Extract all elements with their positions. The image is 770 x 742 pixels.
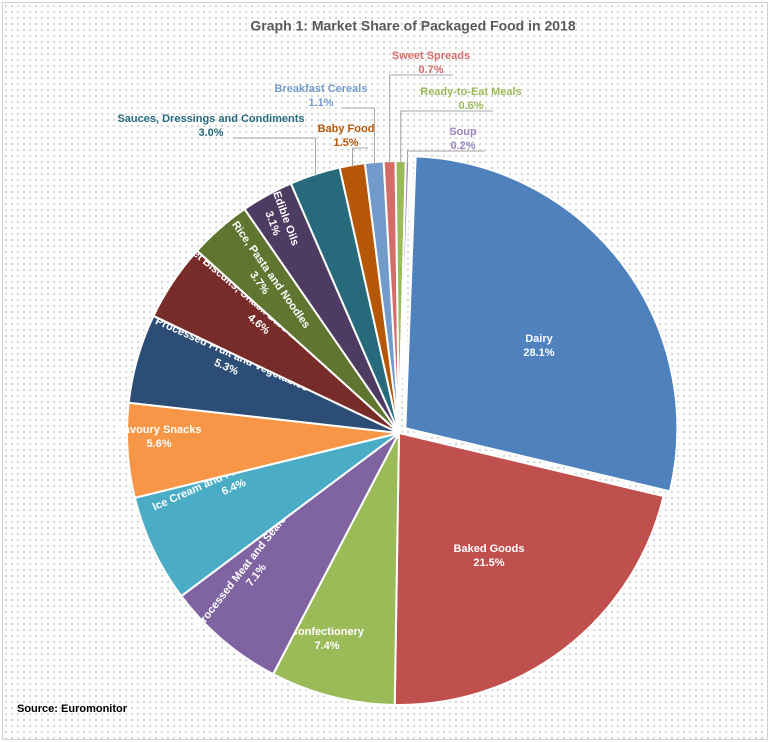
slice-label-name: Sweet Spreads [392,50,470,62]
chart: Graph 1: Market Share of Packaged Food i… [17,18,679,715]
slice-label-name: Savoury Snacks [117,424,202,436]
slice-label-name: Baby Food [318,123,375,135]
slice-label-name: Ready-to-Eat Meals [420,86,521,98]
slice-label-value: 0.2% [450,140,475,152]
slice-label-value: 21.5% [473,557,504,569]
slice-label-name: Soup [449,126,477,138]
slice-label: Baby Food 1.5% [318,123,375,149]
slice-label: Baked Goods 21.5% [454,543,525,569]
slice-label: Breakfast Cereals 1.1% [275,83,368,109]
pie-slice [179,432,400,676]
slice-label-value: 3.0% [198,127,223,139]
slice-label-name: Breakfast Cereals [275,83,368,95]
pie-slice [393,431,665,706]
slice-label-name: Sauces, Dressings and Condiments [117,113,304,125]
slice-label-value: 28.1% [523,347,554,359]
leader-line [343,107,375,165]
slice-label-value: 1.5% [333,137,358,149]
leader-line [389,74,453,164]
source-note: Source: Euromonitor [17,703,128,715]
slice-label-value: 0.7% [418,64,443,76]
slice-label-name: Baked Goods [454,543,525,555]
slice-label-value: 5.6% [146,438,171,450]
slice-label-value: 0.6% [458,100,483,112]
leader-line [400,110,493,164]
slice-label-name: Dairy [525,333,553,345]
slice-label-value: 7.4% [314,640,339,652]
slice-label: Confectionery 7.4% [290,626,365,652]
slice-label: Dairy 28.1% [523,333,554,359]
leader-line [406,150,485,164]
slice-label: Savoury Snacks 5.6% [117,424,202,450]
leader-line [233,137,316,177]
slice-label: Ready-to-Eat Meals 0.6% [420,86,521,112]
slice-label: Sauces, Dressings and Condiments 3.0% [117,113,304,139]
pie-slice [404,155,679,493]
slice-label-value: 1.1% [308,97,333,109]
pie-slice [271,432,400,706]
slice-label-name: Confectionery [290,626,365,638]
leader-line [352,147,368,168]
slice-label: Soup 0.2% [449,126,477,152]
chart-title: Graph 1: Market Share of Packaged Food i… [250,18,575,34]
slice-label: Sweet Spreads 0.7% [392,50,470,76]
